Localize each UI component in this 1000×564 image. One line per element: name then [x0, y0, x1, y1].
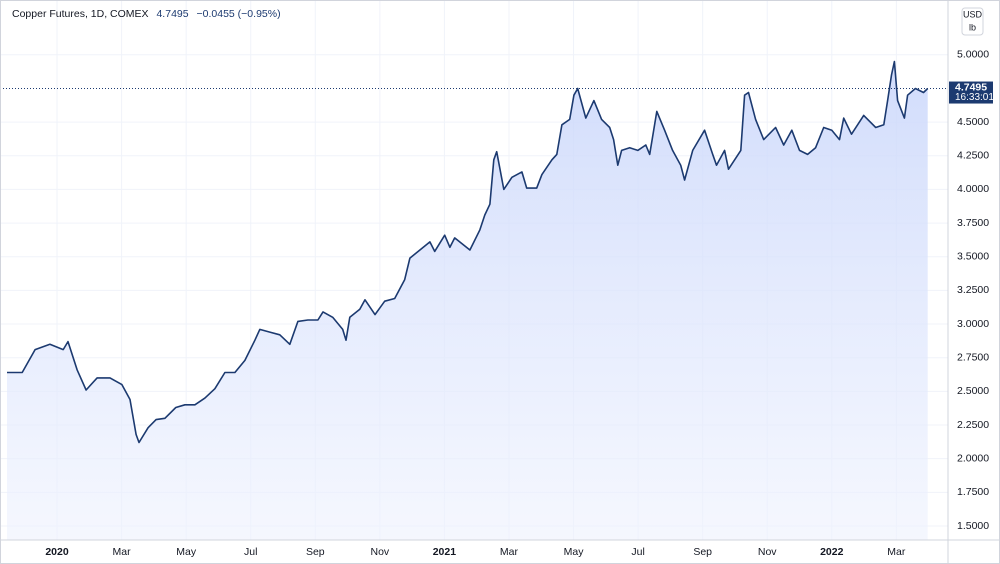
symbol-title: Copper Futures, 1D, COMEX [12, 8, 149, 20]
y-tick-label: 2.0000 [957, 452, 989, 464]
x-tick-label: May [564, 546, 585, 558]
legend-header: Copper Futures, 1D, COMEX 4.7495 −0.0455… [12, 8, 286, 20]
y-tick-label: 2.5000 [957, 385, 989, 397]
price-change: −0.0455 (−0.95%) [196, 8, 281, 20]
currency-label: USD [963, 9, 983, 19]
x-tick-label: May [176, 546, 197, 558]
x-tick-label: Jul [631, 546, 644, 558]
x-tick-label: 2021 [433, 546, 457, 558]
y-tick-label: 2.2500 [957, 419, 989, 431]
x-tick-label: Sep [306, 546, 325, 558]
unit-box[interactable] [961, 7, 984, 36]
x-tick-label: Nov [371, 546, 390, 558]
y-tick-label: 3.5000 [957, 251, 989, 263]
y-tick-label: 3.7500 [957, 217, 989, 229]
last-price-tag [949, 81, 993, 104]
x-tick-label: Mar [500, 546, 519, 558]
y-tick-label: 3.0000 [957, 318, 989, 330]
countdown-label: 16:33:01 [955, 92, 994, 103]
y-tick-label: 4.5000 [957, 116, 989, 128]
y-tick-label: 3.2500 [957, 284, 989, 296]
x-tick-label: Mar [887, 546, 906, 558]
x-tick-label: Sep [693, 546, 712, 558]
unit-label: lb [969, 22, 976, 32]
x-tick-label: 2022 [820, 546, 844, 558]
plot [0, 60, 948, 540]
y-tick-label: 1.7500 [957, 486, 989, 498]
last-price: 4.7495 [156, 8, 189, 20]
y-tick-label: 5.0000 [957, 49, 989, 61]
x-tick-label: Jul [244, 546, 257, 558]
y-tick-label: 1.5000 [957, 520, 989, 532]
axes: 1.5000 1.7500 2.0000 2.2500 2.5000 2.7500 3.00… [45, 49, 994, 558]
last-price-label: 4.7495 [955, 81, 987, 93]
y-tick-label: 4.2500 [957, 150, 989, 162]
x-tick-label: Mar [113, 546, 132, 558]
y-tick-label: 4.0000 [957, 183, 989, 195]
x-tick-label: Nov [758, 546, 777, 558]
x-tick-label: 2020 [45, 546, 69, 558]
price-line [7, 60, 929, 444]
area-fill [7, 61, 928, 540]
y-tick-label: 2.7500 [957, 351, 989, 363]
